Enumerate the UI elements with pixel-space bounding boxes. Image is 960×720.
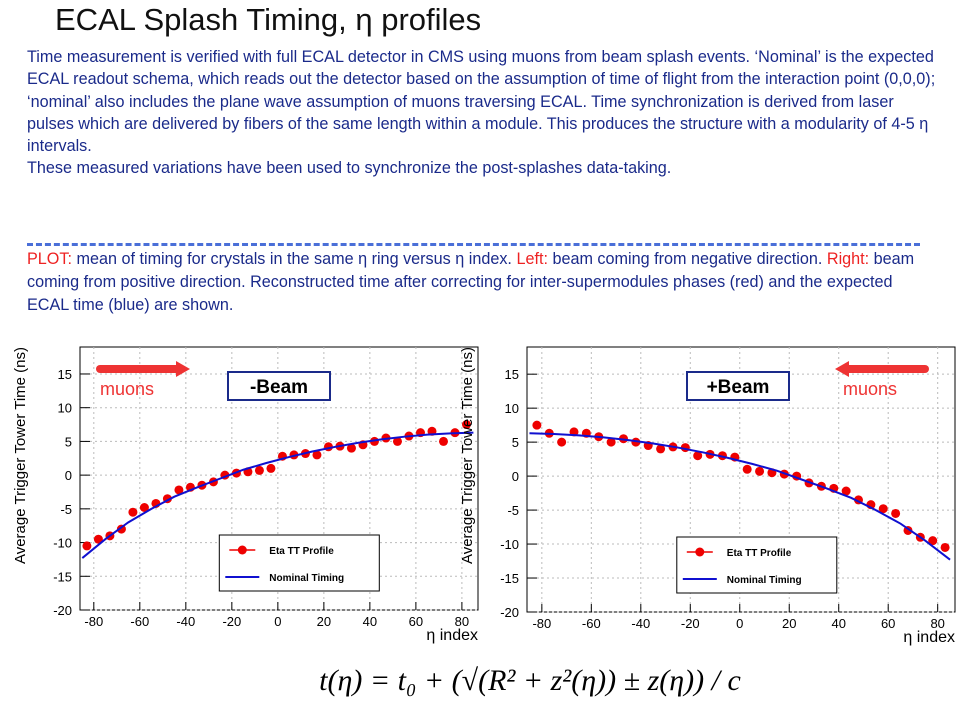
- data-point: [438, 436, 448, 446]
- paragraph: These measured variations have been used…: [27, 159, 672, 178]
- x-tick-label: 40: [363, 614, 377, 629]
- nominal-line: [81, 431, 474, 559]
- legend-box: [676, 536, 838, 594]
- note-part: beam coming from positive direction. Rec…: [27, 250, 915, 314]
- chart: -20 -15 -10 -5 0 5 10 15 -80 -60 -40 -20 0 20 40 60 80η …: [459, 346, 956, 646]
- y-tick-label: -20: [500, 605, 519, 620]
- x-tick-label: 60: [409, 614, 423, 629]
- data-point: [82, 541, 92, 551]
- legend-label: Nominal Timing: [269, 573, 344, 584]
- note-part: PLOT:: [27, 250, 72, 268]
- y-axis-label: Average Trigger Tower Time (ns): [12, 347, 29, 564]
- divider: [27, 243, 920, 246]
- data-point: [346, 443, 356, 453]
- nominal-line: [529, 432, 951, 561]
- y-tick-label: 15: [58, 367, 72, 382]
- formula: t(η) = t₀ + (√(R² + z²(η)) ± z(η)) / c: [319, 664, 741, 697]
- note-part: beam coming from negative direction.: [552, 250, 823, 268]
- x-axis-label: η index: [426, 627, 478, 644]
- legend-label: Eta TT Profile: [269, 546, 334, 557]
- data-point: [174, 485, 184, 495]
- y-tick-label: 10: [58, 401, 72, 416]
- y-tick-label: 0: [65, 468, 72, 483]
- legend-box: [218, 534, 380, 592]
- data-point: [532, 420, 542, 430]
- x-tick-label: 20: [317, 614, 331, 629]
- data-point: [755, 466, 765, 476]
- data-point: [266, 463, 276, 473]
- x-tick-label: 0: [274, 614, 281, 629]
- beam-label: -Beam: [250, 377, 308, 398]
- beam-box: [686, 371, 790, 401]
- data-point: [128, 507, 138, 517]
- beam-label: +Beam: [707, 377, 770, 398]
- x-tick-label: 0: [736, 616, 743, 631]
- y-tick-label: 0: [512, 469, 519, 484]
- description: Time measurement is verified with full E…: [27, 46, 937, 180]
- note-part: Left:: [516, 250, 548, 268]
- slide-title: ECAL Splash Timing, η profiles: [55, 2, 482, 37]
- legend-swatch: [237, 545, 247, 555]
- y-tick-label: -5: [507, 503, 519, 518]
- x-tick-label: -40: [176, 614, 195, 629]
- data-point: [693, 451, 703, 461]
- x-tick-label: 60: [881, 616, 895, 631]
- data-point: [841, 486, 851, 496]
- chart: -20 -15 -10 -5 0 5 10 15 -80 -60 -40 -20 0 20 40 60 80η …: [12, 346, 479, 644]
- x-tick-label: -20: [222, 614, 241, 629]
- data-point: [928, 536, 938, 546]
- x-tick-label: -80: [532, 616, 551, 631]
- data-point: [878, 504, 888, 514]
- x-tick-label: -60: [130, 614, 149, 629]
- paragraph: Time measurement is verified with full E…: [27, 48, 936, 156]
- note-part: Right:: [826, 250, 870, 268]
- arrow-label: muons: [100, 379, 154, 399]
- x-axis-label: η index: [903, 629, 955, 646]
- plot-note: PLOT: mean of timing for crystals in the…: [27, 248, 937, 317]
- data-point: [93, 534, 103, 544]
- note-part: mean of timing for crystals in the same …: [76, 250, 512, 268]
- x-tick-label: 80: [455, 614, 469, 629]
- x-tick-label: -80: [84, 614, 103, 629]
- x-tick-label: -20: [681, 616, 700, 631]
- y-tick-label: -20: [53, 603, 72, 618]
- arrow-head: [176, 361, 190, 377]
- legend-swatch: [695, 547, 705, 557]
- y-tick-label: -5: [60, 502, 72, 517]
- x-tick-label: -60: [582, 616, 601, 631]
- y-tick-label: -10: [500, 537, 519, 552]
- y-tick-label: 10: [505, 401, 519, 416]
- beam-box: [227, 371, 331, 401]
- data-point: [940, 542, 950, 552]
- y-tick-label: -15: [500, 571, 519, 586]
- data-point: [254, 465, 264, 475]
- x-tick-label: 20: [782, 616, 796, 631]
- legend-label: Eta TT Profile: [727, 548, 792, 559]
- y-tick-label: 15: [505, 367, 519, 382]
- data-point: [461, 420, 471, 430]
- data-point: [742, 464, 752, 474]
- x-tick-label: -40: [631, 616, 650, 631]
- arrow-head: [835, 361, 849, 377]
- x-tick-label: 40: [831, 616, 845, 631]
- y-axis-label: Average Trigger Tower Time (ns): [459, 347, 476, 564]
- data-point: [656, 444, 666, 454]
- y-tick-label: -15: [53, 569, 72, 584]
- data-point: [557, 437, 567, 447]
- data-point: [139, 502, 149, 512]
- y-tick-label: 5: [65, 434, 72, 449]
- data-point: [891, 508, 901, 518]
- data-point: [312, 450, 322, 460]
- arrow-label: muons: [843, 379, 897, 399]
- y-tick-label: -10: [53, 536, 72, 551]
- legend-label: Nominal Timing: [727, 575, 802, 586]
- x-tick-label: 80: [930, 616, 944, 631]
- data-point: [606, 437, 616, 447]
- y-tick-label: 5: [512, 435, 519, 450]
- data-point: [392, 436, 402, 446]
